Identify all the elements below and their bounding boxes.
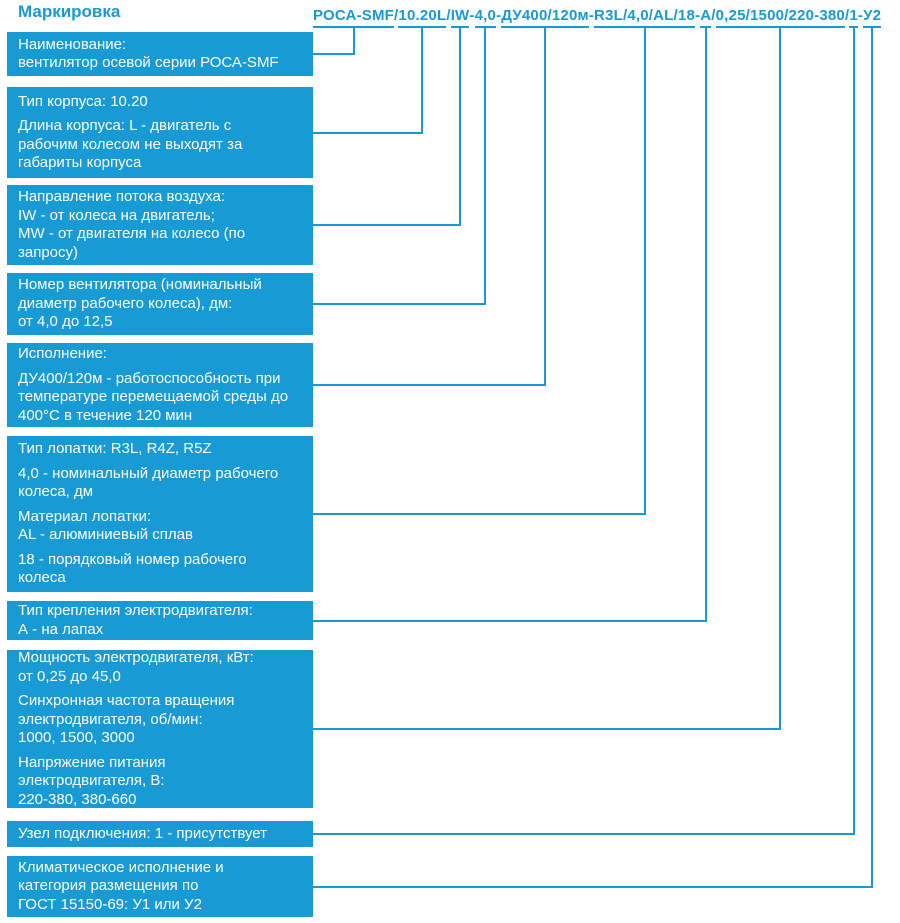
- connector-h-line-7: [313, 728, 781, 730]
- code-separator-7: /: [844, 7, 850, 24]
- code-separator-2: -: [469, 7, 475, 24]
- connector-h-line-3: [313, 303, 486, 305]
- box-climatic-category: Климатическое исполнение и категория разм…: [7, 856, 313, 917]
- box-motor-power: Мощность электродвигателя, кВт: от 0,25 д…: [7, 649, 313, 808]
- code-segment-2: IW: [450, 7, 470, 28]
- box-fan-number: Номер вентилятора (номинальный диаметр ра…: [7, 273, 313, 335]
- code-segment-3: 4,0: [474, 7, 497, 28]
- connector-h-line-0: [313, 53, 355, 55]
- connector-h-line-8: [313, 833, 855, 835]
- connector-h-line-1: [313, 132, 423, 134]
- code-segment-6: А: [700, 7, 712, 28]
- box-blade-type: Тип лопатки: R3L, R4Z, R5Z 4,0 - номиналь…: [7, 436, 313, 592]
- box-paragraph: Тип корпуса: 10.20: [18, 92, 148, 110]
- connector-v-line-6: [705, 28, 707, 622]
- box-paragraph: Направление потока воздуха: IW - от колес…: [18, 188, 246, 261]
- box-paragraph: Узел подключения: 1 - присутствует: [18, 824, 268, 842]
- connector-v-line-9: [871, 28, 873, 888]
- connector-v-line-1: [421, 28, 423, 134]
- code-separator-3: -: [496, 7, 502, 24]
- connector-h-line-5: [313, 513, 646, 515]
- code-separator-6: /: [711, 7, 716, 24]
- box-paragraph: Длина корпуса: L - двигатель с рабочим ко…: [18, 117, 243, 171]
- box-housing-type: Тип корпуса: 10.20 Длина корпуса: L - дви…: [7, 87, 313, 178]
- connector-v-line-8: [853, 28, 855, 835]
- code-separator-5: -: [695, 7, 701, 24]
- code-segment-9: У2: [863, 7, 882, 28]
- box-paragraph: Тип лопатки: R3L, R4Z, R5Z: [18, 440, 212, 458]
- code-segment-4: ДУ400/120м: [501, 7, 589, 28]
- box-paragraph: Материал лопатки: AL - алюминиевый сплав: [18, 507, 193, 544]
- code-segment-0: РОСА-SMF: [313, 7, 395, 28]
- connector-v-line-2: [459, 28, 461, 226]
- code-segment-7: 0,25/1500/220-380: [715, 7, 845, 28]
- marking-code: РОСА-SMF/10.20L/IW-4,0-ДУ400/120м-R3L/4,…: [313, 7, 882, 28]
- box-paragraph: Наименование: вентилятор осевой серии РОС…: [18, 35, 279, 72]
- box-paragraph: Номер вентилятора (номинальный диаметр ра…: [18, 276, 262, 331]
- box-execution: Исполнение: ДУ400/120м - работоспособност…: [7, 343, 313, 427]
- box-airflow-direction: Направление потока воздуха: IW - от колес…: [7, 185, 313, 265]
- connector-h-line-6: [313, 620, 707, 622]
- connector-h-line-9: [313, 886, 873, 888]
- code-separator-1: /: [446, 7, 451, 24]
- connector-v-line-5: [644, 28, 646, 515]
- box-paragraph: 4,0 - номинальный диаметр рабочего колеса…: [18, 464, 279, 501]
- code-segment-1: 10.20L: [398, 7, 447, 28]
- box-connection-unit: Узел подключения: 1 - присутствует: [7, 821, 313, 847]
- code-separator-0: /: [394, 7, 399, 24]
- box-paragraph: Тип крепления электродвигателя: А - на ла…: [18, 602, 253, 638]
- code-separator-8: -: [857, 7, 864, 24]
- code-segment-8: 1: [849, 7, 858, 28]
- box-paragraph: 18 - порядковый номер рабочего колеса: [18, 550, 247, 587]
- box-paragraph: Исполнение:: [18, 345, 107, 362]
- box-motor-mounting-type: Тип крепления электродвигателя: А - на ла…: [7, 601, 313, 640]
- connector-v-line-3: [484, 28, 486, 305]
- connector-v-line-0: [353, 28, 355, 55]
- box-paragraph: Синхронная частота вращения электродвигат…: [18, 692, 235, 746]
- connector-v-line-4: [544, 28, 546, 386]
- connector-h-line-2: [313, 224, 461, 226]
- code-separator-4: -: [588, 7, 595, 24]
- box-paragraph: Климатическое исполнение и категория разм…: [18, 858, 224, 913]
- box-paragraph: Напряжение питания электродвигателя, В: 22…: [18, 753, 166, 808]
- connector-v-line-7: [779, 28, 781, 730]
- page-title: Маркировка: [18, 2, 121, 21]
- box-paragraph: ДУ400/120м - работоспособность при темпер…: [18, 369, 289, 424]
- box-paragraph: Мощность электродвигателя, кВт: от 0,25 д…: [18, 649, 254, 685]
- connector-h-line-4: [313, 384, 546, 386]
- box-product-name: Наименование: вентилятор осевой серии РОС…: [7, 32, 313, 76]
- code-segment-5: R3L/4,0/AL/18: [594, 7, 695, 28]
